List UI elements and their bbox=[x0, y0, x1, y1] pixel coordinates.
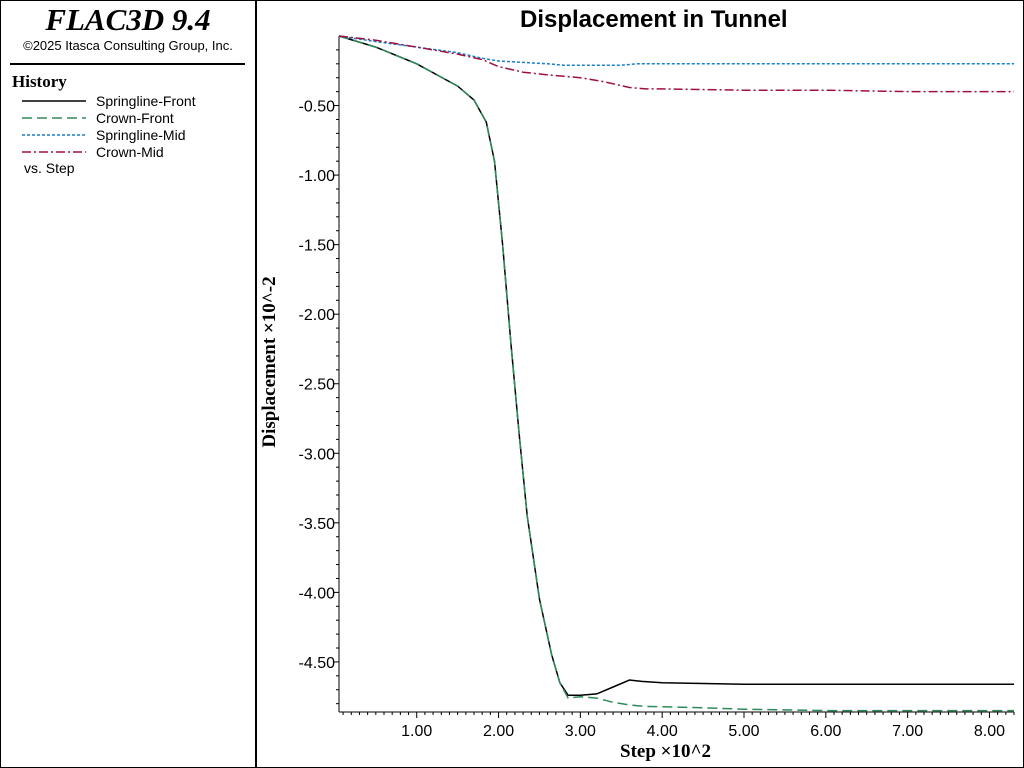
y-tick-label: -3.00 bbox=[299, 446, 336, 463]
legend-item-springline-front: Springline-Front bbox=[22, 92, 196, 109]
x-tick-label: 5.00 bbox=[728, 723, 759, 740]
x-axis-label: Step ×10^2 bbox=[620, 741, 712, 762]
x-tick-label: 7.00 bbox=[892, 723, 923, 740]
x-tick-label: 2.00 bbox=[483, 723, 514, 740]
x-tick-label: 3.00 bbox=[565, 723, 596, 740]
y-tick-label: -4.00 bbox=[299, 585, 336, 602]
chart-title-text: Displacement in Tunnel bbox=[520, 6, 788, 33]
x-ticks: 1.00 2.00 3.00 4.00 5.00 6.00 7.00 8.00 bbox=[342, 712, 1015, 740]
legend-item-crown-mid: Crown-Mid bbox=[22, 143, 164, 160]
series-line-springline-front bbox=[338, 35, 1014, 697]
x-tick-label: 4.00 bbox=[647, 723, 678, 740]
y-tick-label: -0.50 bbox=[299, 99, 336, 116]
plot-area: -0.50 -1.00 -1.50 -2.00 -2.50 -3.00 -3.50 -4.00… bbox=[299, 35, 1015, 740]
y-axis-label: Displacement ×10^-2 bbox=[259, 276, 280, 448]
copyright-text: ©2025 Itasca Consulting Group, Inc. bbox=[23, 38, 233, 53]
legend-swatch-crown-front bbox=[22, 116, 86, 119]
series-line-crown-front bbox=[338, 35, 1014, 712]
legend-swatch-crown-mid bbox=[22, 150, 86, 153]
y-tick-label: -3.50 bbox=[299, 516, 336, 533]
x-tick-label: 6.00 bbox=[810, 723, 841, 740]
y-tick-label: -2.50 bbox=[299, 377, 336, 394]
legend-vs-label: vs. Step bbox=[24, 160, 75, 176]
legend-item-crown-front: Crown-Front bbox=[22, 109, 174, 126]
app-title: FLAC3D 9.4 bbox=[45, 2, 211, 37]
y-tick-label: -4.50 bbox=[299, 655, 336, 672]
panel-divider bbox=[255, 0, 257, 768]
x-tick-label: 8.00 bbox=[974, 723, 1005, 740]
legend-swatch-springline-mid bbox=[22, 133, 86, 136]
legend-label: Springline-Front bbox=[96, 92, 196, 109]
legend-label: Springline-Mid bbox=[96, 126, 186, 143]
x-tick-label: 1.00 bbox=[401, 723, 432, 740]
legend-item-springline-mid: Springline-Mid bbox=[22, 126, 185, 143]
header-rule bbox=[10, 63, 245, 65]
legend-label: Crown-Mid bbox=[96, 143, 164, 160]
y-ticks: -0.50 -1.00 -1.50 -2.00 -2.50 -3.00 -3.50 -4.00… bbox=[299, 49, 339, 705]
legend-label: Crown-Front bbox=[96, 109, 174, 126]
series-line-springline-mid bbox=[338, 35, 1014, 66]
legend-swatch-springline-front bbox=[22, 99, 86, 102]
legend-title: History bbox=[12, 72, 67, 91]
axes bbox=[338, 36, 1014, 713]
y-tick-label: -1.50 bbox=[299, 238, 336, 255]
series-group bbox=[338, 35, 1014, 712]
y-tick-label: -1.00 bbox=[299, 168, 336, 185]
y-tick-label: -2.00 bbox=[299, 307, 336, 324]
